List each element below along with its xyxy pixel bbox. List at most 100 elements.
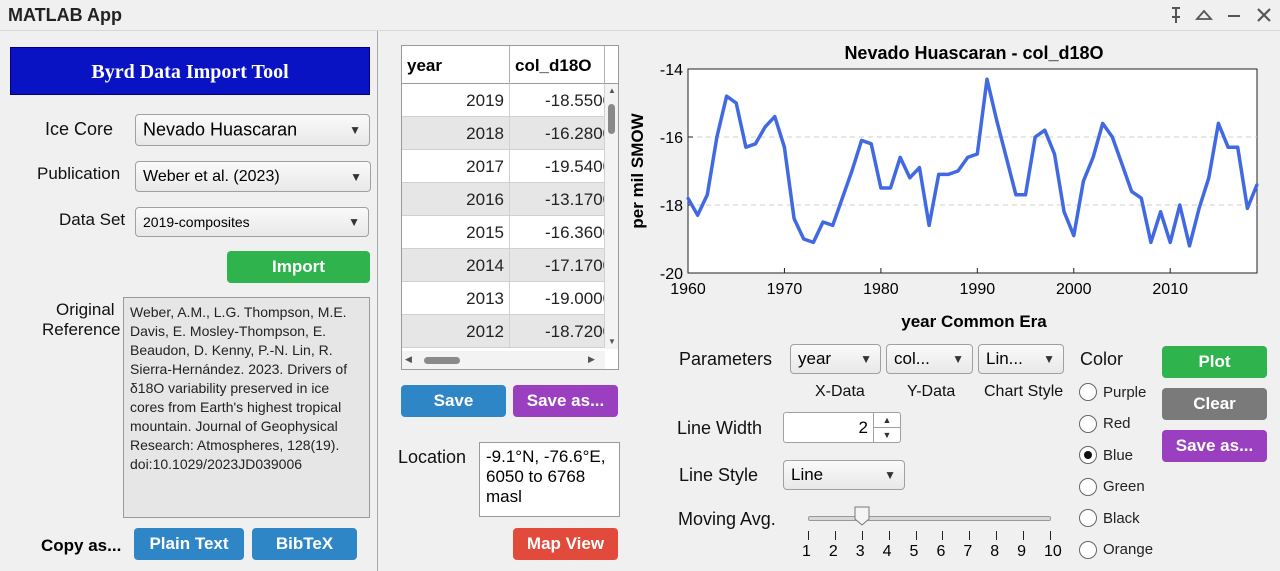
line-width-spinner[interactable]: 2 ▲ ▼ <box>783 412 901 443</box>
cell-col-d18o[interactable]: -19.0000 <box>510 282 605 315</box>
table-row[interactable]: 2016-13.1700 <box>402 183 605 216</box>
plot-save-as-button[interactable]: Save as... <box>1162 430 1267 462</box>
import-button[interactable]: Import <box>227 251 370 283</box>
data-point <box>975 152 979 156</box>
chevron-down-icon: ▼ <box>884 468 896 482</box>
y-data-dropdown[interactable]: col... ▼ <box>886 344 973 374</box>
table-header: year col_d18O <box>402 46 618 84</box>
moving-avg-slider[interactable]: 1 2 3 4 5 6 7 8 9 10 <box>800 505 1062 565</box>
table-row[interactable]: 2012-18.7200 <box>402 315 605 348</box>
minimize-icon[interactable] <box>1224 5 1244 25</box>
scroll-left-icon[interactable]: ◀ <box>405 354 412 364</box>
slider-tick-mark <box>888 531 890 540</box>
data-point <box>715 135 719 139</box>
scroll-right-icon[interactable]: ▶ <box>588 354 595 364</box>
data-point <box>898 155 902 159</box>
table-row[interactable]: 2013-19.0000 <box>402 282 605 315</box>
y-tick-label: -16 <box>660 130 683 147</box>
plain-text-button[interactable]: Plain Text <box>134 528 244 560</box>
chart-style-dropdown[interactable]: Lin... ▼ <box>978 344 1064 374</box>
cell-year[interactable]: 2014 <box>402 249 510 282</box>
cell-col-d18o[interactable]: -16.2800 <box>510 117 605 150</box>
cell-year[interactable]: 2013 <box>402 282 510 315</box>
color-option-label: Black <box>1103 509 1140 527</box>
color-option-purple[interactable]: Purple <box>1079 382 1146 402</box>
map-view-button[interactable]: Map View <box>513 528 618 560</box>
reference-textarea[interactable]: Weber, A.M., L.G. Thompson, M.E. Davis, … <box>123 297 370 518</box>
clear-button[interactable]: Clear <box>1162 388 1267 420</box>
horizontal-scroll-thumb[interactable] <box>424 357 460 364</box>
cell-col-d18o[interactable]: -16.3600 <box>510 216 605 249</box>
dataset-value: 2019-composites <box>143 214 250 230</box>
pin-icon[interactable] <box>1166 5 1186 25</box>
y-axis-label: per mil SMOW <box>628 112 647 228</box>
cell-col-d18o[interactable]: -19.5400 <box>510 150 605 183</box>
line-style-label: Line Style <box>679 465 759 485</box>
cell-year[interactable]: 2018 <box>402 117 510 150</box>
cell-col-d18o[interactable]: -18.7200 <box>510 315 605 348</box>
publication-label: Publication <box>37 164 121 183</box>
location-textarea[interactable]: -9.1°N, -76.6°E, 6050 to 6768 masl <box>479 442 620 517</box>
cell-year[interactable]: 2017 <box>402 150 510 183</box>
slider-thumb[interactable] <box>854 506 870 526</box>
data-point <box>850 169 854 173</box>
save-button[interactable]: Save <box>401 385 506 417</box>
scroll-up-icon[interactable]: ▲ <box>608 86 616 95</box>
data-table[interactable]: year col_d18O 2019-18.55002018-16.280020… <box>401 45 619 370</box>
table-row[interactable]: 2017-19.5400 <box>402 150 605 183</box>
color-option-green[interactable]: Green <box>1079 477 1145 497</box>
color-option-label: Red <box>1103 415 1131 432</box>
data-point <box>879 186 883 190</box>
data-point <box>869 142 873 146</box>
cell-col-d18o[interactable]: -17.1700 <box>510 249 605 282</box>
spinner-down-icon[interactable]: ▼ <box>873 428 900 443</box>
table-row[interactable]: 2014-17.1700 <box>402 249 605 282</box>
cell-col-d18o[interactable]: -13.1700 <box>510 183 605 216</box>
radio-button[interactable] <box>1079 446 1097 464</box>
spinner-up-icon[interactable]: ▲ <box>873 413 900 428</box>
line-style-dropdown[interactable]: Line ▼ <box>783 460 905 490</box>
color-option-black[interactable]: Black <box>1079 508 1140 528</box>
color-option-red[interactable]: Red <box>1079 414 1131 434</box>
collapse-icon[interactable] <box>1194 5 1214 25</box>
copy-as-label: Copy as... <box>41 536 122 555</box>
cell-year[interactable]: 2012 <box>402 315 510 348</box>
radio-button[interactable] <box>1079 383 1097 401</box>
radio-button[interactable] <box>1079 509 1097 527</box>
line-style-value: Line <box>791 465 824 484</box>
dataset-dropdown[interactable]: 2019-composites ▼ <box>135 207 369 237</box>
y-tick-label: -14 <box>660 62 683 79</box>
dataset-label: Data Set <box>59 210 126 229</box>
radio-button[interactable] <box>1079 477 1097 496</box>
plot-button[interactable]: Plot <box>1162 346 1267 378</box>
chevron-down-icon: ▼ <box>349 123 361 137</box>
horizontal-scrollbar[interactable]: ◀ ▶ <box>402 351 605 369</box>
vertical-scrollbar[interactable]: ▲ ▼ <box>605 84 618 349</box>
y-data-label: Y-Data <box>907 383 956 400</box>
cell-col-d18o[interactable]: -18.5500 <box>510 84 605 117</box>
ice-core-dropdown[interactable]: Nevado Huascaran ▼ <box>135 114 370 146</box>
color-label: Color <box>1080 349 1124 369</box>
close-icon[interactable] <box>1254 5 1274 25</box>
table-row[interactable]: 2019-18.5500 <box>402 84 605 117</box>
cell-year[interactable]: 2015 <box>402 216 510 249</box>
column-header-year[interactable]: year <box>402 46 510 84</box>
publication-dropdown[interactable]: Weber et al. (2023) ▼ <box>135 161 371 192</box>
radio-button[interactable] <box>1079 414 1097 433</box>
slider-tick-mark <box>1050 531 1051 540</box>
color-option-blue[interactable]: Blue <box>1079 445 1133 465</box>
scroll-down-icon[interactable]: ▼ <box>608 337 616 346</box>
radio-button[interactable] <box>1079 540 1097 559</box>
vertical-scroll-thumb[interactable] <box>608 104 615 134</box>
slider-tick-label: 7 <box>963 543 973 560</box>
bibtex-button[interactable]: BibTeX <box>252 528 357 560</box>
table-save-as-button[interactable]: Save as... <box>513 385 618 417</box>
cell-year[interactable]: 2016 <box>402 183 510 216</box>
cell-year[interactable]: 2019 <box>402 84 510 117</box>
column-header-col-d18o[interactable]: col_d18O <box>510 46 605 84</box>
table-row[interactable]: 2018-16.2800 <box>402 117 605 150</box>
table-row[interactable]: 2015-16.3600 <box>402 216 605 249</box>
data-point <box>1245 206 1249 210</box>
x-data-dropdown[interactable]: year ▼ <box>790 344 881 374</box>
color-option-orange[interactable]: Orange <box>1079 540 1153 560</box>
